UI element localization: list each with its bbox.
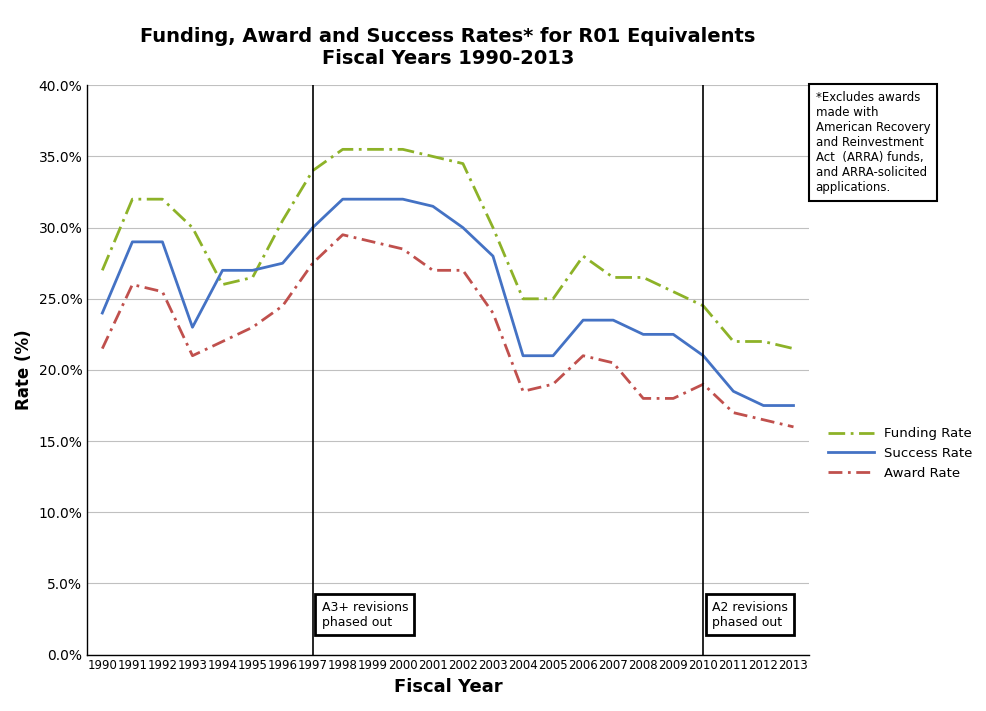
Funding Rate (367, 145, 379, 154)
Award Rate (427, 266, 439, 274)
Success Rate (397, 195, 409, 203)
Success Rate (517, 351, 528, 360)
Success Rate (607, 316, 619, 324)
Success Rate (487, 252, 499, 260)
Award Rate (277, 301, 289, 310)
Funding Rate (217, 280, 229, 289)
Award Rate (487, 309, 499, 317)
Award Rate (458, 266, 469, 274)
Text: *Excludes awards
made with
American Recovery
and Reinvestment
Act  (ARRA) funds,: *Excludes awards made with American Reco… (815, 91, 931, 194)
Success Rate (637, 330, 649, 338)
Funding Rate (637, 273, 649, 282)
Funding Rate (157, 195, 169, 203)
X-axis label: Fiscal Year: Fiscal Year (393, 678, 502, 696)
Success Rate (97, 309, 108, 317)
Legend: Funding Rate, Success Rate, Award Rate: Funding Rate, Success Rate, Award Rate (822, 422, 978, 485)
Award Rate (517, 387, 528, 395)
Success Rate (458, 223, 469, 232)
Success Rate (307, 223, 318, 232)
Funding Rate (277, 216, 289, 225)
Award Rate (757, 415, 769, 424)
Award Rate (547, 380, 559, 388)
Success Rate (668, 330, 679, 338)
Success Rate (157, 237, 169, 246)
Success Rate (367, 195, 379, 203)
Award Rate (397, 245, 409, 253)
Award Rate (668, 394, 679, 402)
Award Rate (217, 337, 229, 346)
Funding Rate (728, 337, 740, 346)
Funding Rate (607, 273, 619, 282)
Funding Rate (186, 223, 198, 232)
Funding Rate (246, 273, 258, 282)
Award Rate (97, 344, 108, 353)
Funding Rate (757, 337, 769, 346)
Funding Rate (668, 287, 679, 296)
Award Rate (788, 422, 800, 431)
Success Rate (126, 237, 138, 246)
Success Rate (186, 323, 198, 331)
Award Rate (367, 237, 379, 246)
Success Rate (246, 266, 258, 274)
Award Rate (126, 280, 138, 289)
Line: Funding Rate: Funding Rate (103, 149, 794, 348)
Success Rate (547, 351, 559, 360)
Funding Rate (547, 294, 559, 303)
Award Rate (607, 358, 619, 367)
Text: A2 revisions
phased out: A2 revisions phased out (712, 601, 788, 629)
Funding Rate (577, 252, 589, 260)
Funding Rate (397, 145, 409, 154)
Funding Rate (517, 294, 528, 303)
Award Rate (337, 230, 349, 239)
Line: Success Rate: Success Rate (103, 199, 794, 405)
Funding Rate (697, 301, 709, 310)
Title: Funding, Award and Success Rates* for R01 Equivalents
Fiscal Years 1990-2013: Funding, Award and Success Rates* for R0… (140, 28, 755, 68)
Y-axis label: Rate (%): Rate (%) (15, 330, 33, 410)
Text: A3+ revisions
phased out: A3+ revisions phased out (321, 601, 408, 629)
Funding Rate (788, 344, 800, 353)
Success Rate (217, 266, 229, 274)
Success Rate (427, 202, 439, 210)
Award Rate (637, 394, 649, 402)
Funding Rate (97, 266, 108, 274)
Award Rate (157, 287, 169, 296)
Success Rate (757, 401, 769, 410)
Funding Rate (458, 159, 469, 168)
Funding Rate (126, 195, 138, 203)
Funding Rate (427, 152, 439, 161)
Success Rate (577, 316, 589, 324)
Success Rate (728, 387, 740, 395)
Award Rate (246, 323, 258, 331)
Success Rate (788, 401, 800, 410)
Award Rate (577, 351, 589, 360)
Award Rate (307, 259, 318, 267)
Success Rate (277, 259, 289, 267)
Success Rate (697, 351, 709, 360)
Line: Award Rate: Award Rate (103, 235, 794, 427)
Funding Rate (487, 223, 499, 232)
Success Rate (337, 195, 349, 203)
Award Rate (697, 380, 709, 388)
Award Rate (728, 408, 740, 417)
Award Rate (186, 351, 198, 360)
Funding Rate (337, 145, 349, 154)
Funding Rate (307, 166, 318, 175)
